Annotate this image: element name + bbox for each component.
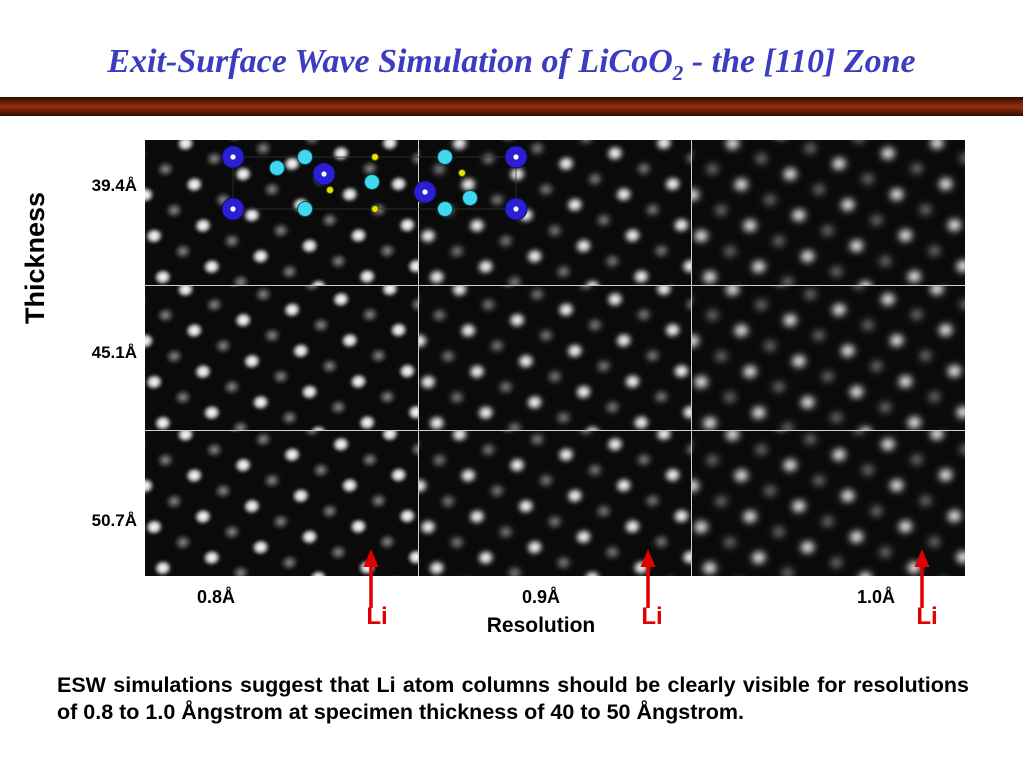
simulation-panel <box>692 140 965 285</box>
simulation-panel <box>692 285 965 431</box>
oxygen-atom <box>437 201 453 217</box>
atom-highlight <box>422 189 428 195</box>
title-suffix: - the [110] Zone <box>683 43 916 80</box>
atom-highlight <box>230 154 236 160</box>
resolution-tick-08: 0.8Å <box>196 587 236 607</box>
title-prefix: Exit-Surface Wave Simulation of LiCoO <box>107 43 673 80</box>
li-annotation: Li <box>916 603 938 630</box>
thickness-axis-label: Thickness <box>20 191 50 325</box>
lithium-atom <box>371 205 379 213</box>
atom-highlight <box>513 206 519 212</box>
atom-highlight <box>230 206 236 212</box>
simulation-panel <box>145 285 418 431</box>
atom-column-pattern <box>692 140 965 285</box>
atom-column-pattern <box>418 285 692 431</box>
lithium-atom <box>326 186 334 194</box>
lithium-atom <box>371 153 379 161</box>
page-title: Exit-Surface Wave Simulation of LiCoO2 -… <box>0 40 1023 95</box>
li-arrow-icon <box>914 549 930 608</box>
simulation-panel <box>418 285 692 431</box>
divider-bar <box>0 97 1023 116</box>
arrow-head <box>363 549 379 567</box>
simulation-panel <box>418 140 692 285</box>
atom-highlight <box>321 171 327 177</box>
oxygen-atom <box>364 174 380 190</box>
simulation-panel <box>692 431 965 576</box>
simulation-panel <box>418 431 692 576</box>
li-arrow-icon <box>363 549 379 608</box>
resolution-tick-10: 1.0Å <box>856 587 896 607</box>
atom-column-pattern <box>692 285 965 431</box>
lithium-atoms <box>326 153 466 213</box>
simulation-panel <box>145 431 418 576</box>
atom-column-pattern <box>145 285 418 431</box>
resolution-tick-09: 0.9Å <box>521 587 561 607</box>
thickness-tick-451: 45.1Å <box>91 343 137 362</box>
arrow-head <box>914 549 930 567</box>
thickness-tick-394: 39.4Å <box>91 176 137 195</box>
oxygen-atom <box>437 149 453 165</box>
crystal-model-inset <box>221 145 528 221</box>
li-annotation: Li <box>641 603 663 630</box>
resolution-axis-label: Resolution <box>486 614 596 637</box>
atom-highlight <box>513 154 519 160</box>
oxygen-atom <box>297 201 313 217</box>
li-annotation: Li <box>366 603 388 630</box>
caption-text: ESW simulations suggest that Li atom col… <box>57 673 969 724</box>
arrow-head <box>640 549 656 567</box>
oxygen-atoms <box>269 149 478 217</box>
cobalt-atoms <box>221 145 528 221</box>
simulation-figure <box>145 140 965 576</box>
thickness-tick-507: 50.7Å <box>91 511 137 530</box>
lithium-atom <box>458 169 466 177</box>
oxygen-atom <box>462 190 478 206</box>
oxygen-atom <box>297 149 313 165</box>
oxygen-atom <box>269 160 285 176</box>
title-subscript: 2 <box>672 60 684 85</box>
li-arrow-icon <box>640 549 656 608</box>
